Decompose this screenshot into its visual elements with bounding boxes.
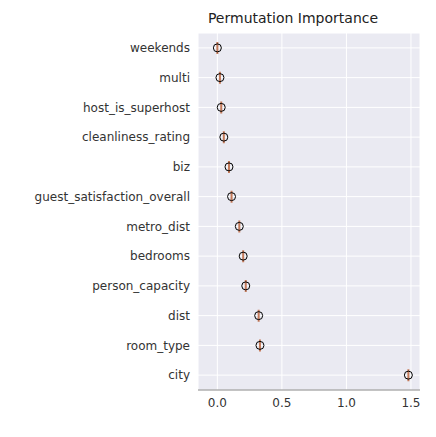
svg-text:cleanliness_rating: cleanliness_rating [82, 130, 190, 144]
svg-text:room_type: room_type [126, 339, 190, 353]
svg-text:0.0: 0.0 [208, 396, 227, 410]
svg-text:dist: dist [168, 309, 190, 323]
svg-text:multi: multi [159, 71, 190, 85]
svg-text:0.5: 0.5 [272, 396, 291, 410]
svg-text:city: city [168, 368, 190, 382]
svg-text:1.0: 1.0 [337, 396, 356, 410]
svg-text:weekends: weekends [130, 41, 190, 55]
svg-text:host_is_superhost: host_is_superhost [83, 101, 190, 115]
svg-text:person_capacity: person_capacity [92, 279, 190, 293]
svg-text:guest_satisfaction_overall: guest_satisfaction_overall [35, 190, 190, 204]
svg-text:1.5: 1.5 [401, 396, 420, 410]
svg-text:metro_dist: metro_dist [126, 220, 190, 234]
svg-text:bedrooms: bedrooms [130, 249, 190, 263]
svg-text:biz: biz [173, 160, 190, 174]
html-text:Permutation Importance: Permutation Importance [207, 10, 379, 26]
